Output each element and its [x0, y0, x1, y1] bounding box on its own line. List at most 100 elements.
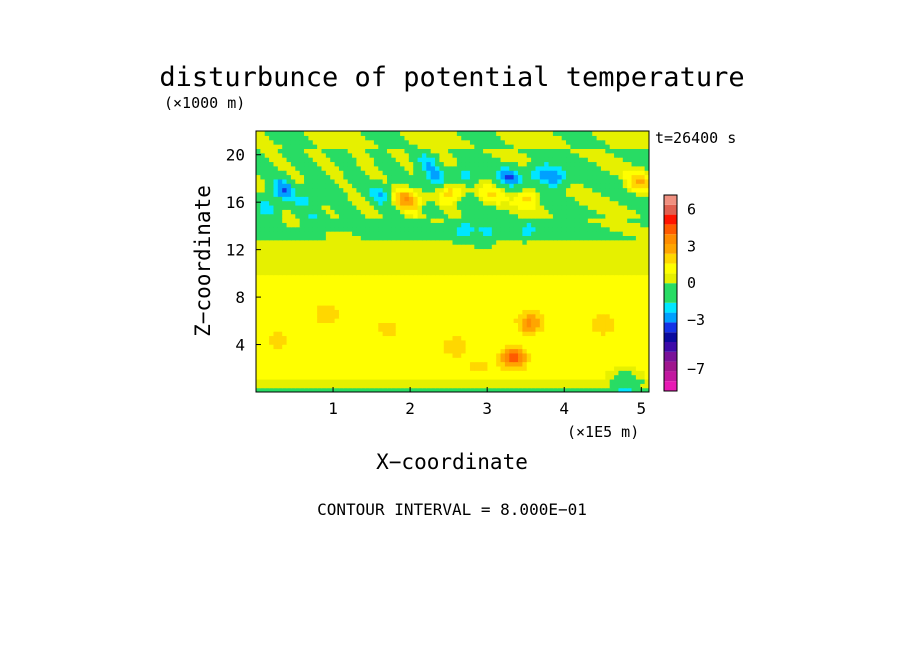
contour-cell: [308, 378, 314, 384]
contour-cell: [631, 309, 637, 315]
contour-cell: [343, 344, 349, 350]
contour-cell: [640, 287, 646, 293]
contour-cell: [417, 291, 423, 297]
contour-cell: [526, 226, 532, 232]
contour-cell: [552, 348, 558, 354]
contour-cell: [317, 283, 323, 289]
contour-cell: [496, 278, 502, 284]
contour-cell: [273, 365, 279, 371]
contour-cell: [308, 270, 314, 276]
contour-cell: [496, 357, 502, 363]
contour-cell: [452, 326, 458, 332]
contour-cell: [277, 357, 283, 363]
contour-cell: [622, 257, 628, 263]
contour-cell: [535, 165, 541, 171]
contour-cell: [500, 248, 506, 254]
contour-cell: [430, 239, 436, 245]
contour-cell: [635, 357, 641, 363]
contour-cell: [260, 357, 266, 363]
contour-cell: [596, 374, 602, 380]
contour-cell: [435, 287, 440, 293]
contour-cell: [382, 383, 388, 389]
contour-cell: [378, 318, 384, 323]
contour-cell: [535, 248, 541, 254]
contour-cell: [343, 335, 349, 341]
contour-cell: [548, 274, 554, 280]
contour-cell: [600, 344, 606, 350]
contour-cell: [570, 222, 576, 228]
contour-cell: [347, 287, 353, 293]
contour-cell: [347, 239, 353, 245]
contour-cell: [282, 374, 288, 380]
contour-cell: [443, 148, 449, 154]
contour-cell: [413, 374, 419, 380]
contour-cell: [574, 348, 580, 354]
contour-cell: [574, 248, 580, 254]
contour-cell: [282, 226, 288, 232]
contour-cell: [570, 365, 576, 371]
contour-cell: [614, 209, 620, 215]
contour-cell: [421, 335, 427, 341]
contour-cell: [461, 248, 467, 254]
contour-cell: [504, 361, 510, 367]
contour-cell: [627, 378, 633, 384]
contour-cell: [478, 200, 484, 206]
contour-cell: [535, 357, 541, 363]
contour-cell: [570, 248, 576, 254]
contour-cell: [269, 387, 275, 392]
contour-cell: [557, 357, 563, 363]
contour-cell: [561, 152, 567, 158]
contour-cell: [609, 387, 615, 392]
contour-cell: [312, 196, 318, 202]
contour-cell: [264, 365, 270, 371]
contour-cell: [308, 348, 314, 354]
contour-cell: [395, 196, 401, 202]
contour-cell: [408, 270, 414, 276]
contour-cell: [491, 374, 497, 380]
contour-cell: [317, 326, 323, 332]
contour-cell: [640, 222, 646, 228]
contour-cell: [535, 191, 541, 197]
contour-cell: [352, 178, 358, 184]
contour-cell: [557, 278, 563, 284]
contour-cell: [552, 322, 558, 328]
contour-cell: [544, 318, 550, 323]
contour-cell: [308, 361, 314, 367]
contour-cell: [343, 235, 349, 241]
contour-cell: [282, 283, 288, 289]
contour-cell: [535, 226, 541, 232]
contour-cell: [596, 318, 602, 323]
contour-cell: [334, 257, 340, 263]
contour-cell: [548, 200, 554, 206]
contour-cell: [395, 178, 401, 184]
contour-cell: [408, 378, 414, 384]
contour-cell: [587, 157, 593, 163]
contour-cell: [277, 291, 283, 297]
contour-cell: [400, 283, 406, 289]
contour-cell: [369, 209, 375, 215]
contour-cell: [461, 231, 467, 236]
contour-cell: [596, 257, 602, 263]
contour-cell: [491, 261, 497, 267]
contour-cell: [605, 348, 611, 354]
contour-cell: [461, 265, 467, 271]
contour-cell: [522, 361, 528, 367]
contour-cell: [518, 305, 523, 310]
contour-cell: [421, 370, 427, 376]
contour-cell: [404, 313, 410, 319]
contour-cell: [644, 300, 649, 306]
contour-cell: [443, 152, 449, 158]
contour-cell: [269, 165, 275, 171]
contour-cell: [557, 222, 563, 228]
contour-cell: [295, 265, 301, 271]
contour-cell: [452, 244, 458, 250]
contour-cell: [256, 283, 261, 289]
contour-cell: [325, 200, 331, 206]
contour-cell: [583, 326, 589, 332]
contour-cell: [421, 265, 427, 271]
contour-cell: [400, 239, 406, 245]
contour-cell: [561, 204, 567, 210]
contour-cell: [277, 331, 283, 337]
contour-cell: [579, 226, 585, 232]
contour-cell: [378, 183, 384, 189]
